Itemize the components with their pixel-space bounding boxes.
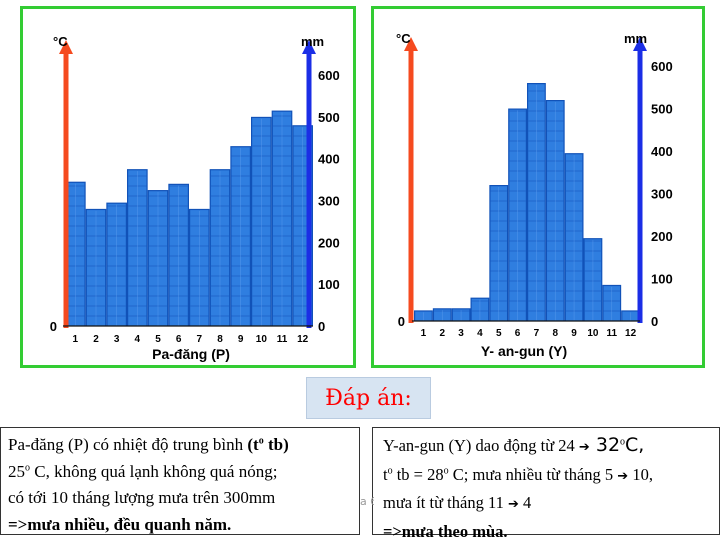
text-p-line-2-c: C, không quá lạnh không quá nóng; [30, 462, 277, 481]
rainfall-tick-label: 0 [318, 319, 325, 334]
rainfall-tick-label: 100 [651, 272, 673, 287]
rainfall-unit-label: mm [301, 34, 324, 49]
rainfall-tick-label: 200 [318, 235, 340, 250]
month-label-4: 4 [477, 328, 483, 339]
chart-panel-y: °Cmm010203001002003004005006001234567891… [371, 6, 705, 368]
month-label-12: 12 [625, 328, 637, 339]
month-label-1: 1 [421, 328, 427, 339]
arrow-icon: ➔ [617, 469, 628, 484]
text-y-line-2: to tb = 28o C; mưa nhiều từ tháng 5 ➔ 10… [383, 462, 715, 491]
month-label-4: 4 [135, 334, 141, 345]
month-label-1: 1 [73, 334, 79, 345]
text-y-line-4: =>mưa theo mùa. [383, 519, 715, 545]
month-label-10: 10 [256, 334, 268, 345]
rainfall-tick-label: 300 [651, 187, 673, 202]
text-y-line-2-e: C; mưa nhiều từ tháng 5 [449, 465, 618, 484]
month-label-9: 9 [238, 334, 244, 345]
text-y-line-1-b: 32 [590, 434, 620, 456]
text-y-line-1: Y-an-gun (Y) dao động từ 24 ➔ 32oC, [383, 432, 715, 462]
rainfall-tick-label: 400 [651, 144, 673, 159]
climate-chart-y: °Cmm010203001002003004005006001234567891… [374, 9, 702, 365]
month-label-5: 5 [155, 334, 161, 345]
text-y-line-3-b: 4 [519, 493, 531, 512]
chart-title: Y- an-gun (Y) [481, 343, 567, 359]
month-label-3: 3 [114, 334, 120, 345]
text-y-line-1-d: C, [625, 434, 644, 456]
footer-text: a 6 [360, 495, 374, 511]
rainfall-tick-label: 100 [318, 277, 340, 292]
rainfall-unit-label: mm [624, 31, 647, 46]
rainfall-tick-label: 300 [318, 194, 340, 209]
text-p-line-1-a: Pa-đăng (P) có nhiệt độ trung bình [8, 435, 247, 454]
month-label-2: 2 [93, 334, 99, 345]
month-label-7: 7 [197, 334, 203, 345]
text-y-line-3-a: mưa ít từ tháng 11 [383, 493, 508, 512]
month-label-12: 12 [297, 334, 309, 345]
arrow-icon: ➔ [508, 497, 519, 512]
text-y-line-1-a: Y-an-gun (Y) dao động từ 24 [383, 436, 579, 455]
rainfall-tick-label: 400 [318, 152, 340, 167]
rainfall-tick-label: 600 [318, 68, 340, 83]
rainfall-tick-label: 0 [651, 314, 658, 329]
temperature-tick-label: 0 [398, 314, 405, 329]
month-label-8: 8 [552, 328, 558, 339]
month-label-7: 7 [534, 328, 540, 339]
answer-text-p: Pa-đăng (P) có nhiệt độ trung bình (to t… [0, 427, 360, 535]
month-label-2: 2 [439, 328, 445, 339]
text-p-line-1-b: (t [247, 435, 258, 454]
month-label-8: 8 [217, 334, 223, 345]
month-label-11: 11 [277, 334, 288, 345]
month-label-5: 5 [496, 328, 502, 339]
text-y-line-3: mưa ít từ tháng 11 ➔ 4 [383, 490, 715, 519]
text-p-line-1: Pa-đăng (P) có nhiệt độ trung bình (to t… [8, 432, 353, 459]
text-p-line-4: =>mưa nhiều, đều quanh năm. [8, 512, 353, 539]
answer-text-y: Y-an-gun (Y) dao động từ 24 ➔ 32oC, to t… [372, 427, 720, 535]
rainfall-tick-label: 500 [651, 102, 673, 117]
rainfall-tick-label: 200 [651, 229, 673, 244]
temperature-unit-label: °C [396, 31, 411, 46]
chart-title: Pa-đăng (P) [152, 346, 230, 362]
climate-chart-p: °Cmm010203001002003004005006001234567891… [23, 9, 353, 365]
temperature-unit-label: °C [53, 34, 68, 49]
text-p-line-1-d: tb) [264, 435, 289, 454]
text-p-line-2: 25o C, không quá lạnh không quá nóng; [8, 459, 353, 486]
text-y-line-2-c: tb = 28 [393, 465, 444, 484]
month-label-6: 6 [176, 334, 182, 345]
month-label-9: 9 [571, 328, 577, 339]
arrow-icon: ➔ [579, 440, 590, 455]
chart-panel-p: °Cmm010203001002003004005006001234567891… [20, 6, 356, 368]
month-label-11: 11 [606, 328, 617, 339]
month-label-3: 3 [458, 328, 464, 339]
month-label-10: 10 [587, 328, 599, 339]
text-p-line-2-a: 25 [8, 462, 25, 481]
text-p-line-3: có tới 10 tháng lượng mưa trên 300mm [8, 485, 353, 512]
text-y-line-2-f: 10, [628, 465, 653, 484]
rainfall-tick-label: 600 [651, 59, 673, 74]
month-label-6: 6 [515, 328, 521, 339]
temperature-tick-label: 0 [50, 319, 57, 334]
rainfall-tick-label: 500 [318, 110, 340, 125]
answer-label: Đáp án: [306, 377, 431, 419]
